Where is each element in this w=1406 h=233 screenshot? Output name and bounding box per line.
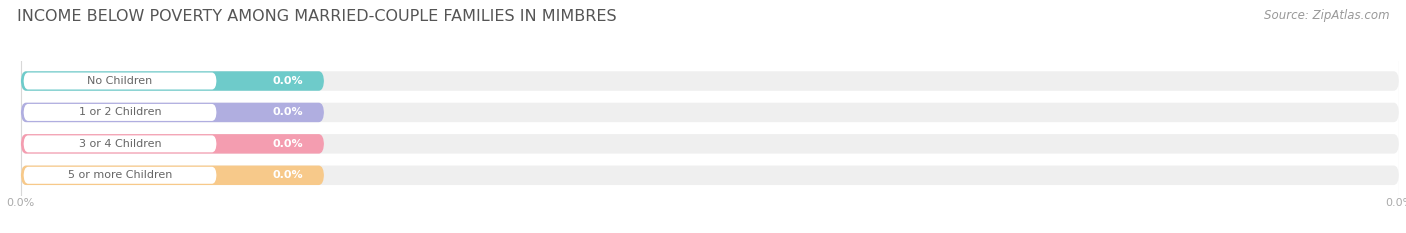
FancyBboxPatch shape (21, 71, 1399, 91)
FancyBboxPatch shape (21, 166, 323, 185)
Text: 1 or 2 Children: 1 or 2 Children (79, 107, 162, 117)
FancyBboxPatch shape (24, 104, 217, 121)
FancyBboxPatch shape (24, 135, 217, 152)
Text: 3 or 4 Children: 3 or 4 Children (79, 139, 162, 149)
FancyBboxPatch shape (24, 167, 217, 184)
FancyBboxPatch shape (21, 134, 323, 154)
Text: 0.0%: 0.0% (273, 76, 304, 86)
Text: 0.0%: 0.0% (273, 107, 304, 117)
FancyBboxPatch shape (21, 103, 1399, 122)
Text: 0.0%: 0.0% (273, 139, 304, 149)
FancyBboxPatch shape (24, 72, 217, 89)
FancyBboxPatch shape (21, 71, 323, 91)
Text: 5 or more Children: 5 or more Children (67, 170, 172, 180)
Text: INCOME BELOW POVERTY AMONG MARRIED-COUPLE FAMILIES IN MIMBRES: INCOME BELOW POVERTY AMONG MARRIED-COUPL… (17, 9, 616, 24)
FancyBboxPatch shape (21, 166, 1399, 185)
FancyBboxPatch shape (21, 103, 323, 122)
Text: No Children: No Children (87, 76, 153, 86)
Text: 0.0%: 0.0% (273, 170, 304, 180)
FancyBboxPatch shape (21, 134, 1399, 154)
Text: Source: ZipAtlas.com: Source: ZipAtlas.com (1264, 9, 1389, 22)
